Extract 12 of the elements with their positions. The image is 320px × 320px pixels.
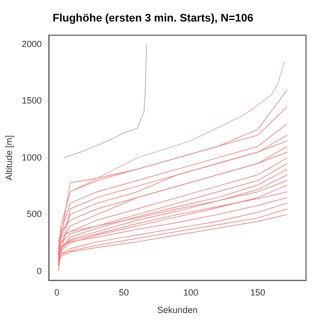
x-tick-label: 0 — [54, 287, 60, 298]
y-tick-label: 500 — [26, 209, 42, 220]
x-tick-label: 150 — [250, 287, 266, 298]
y-tick-label: 0 — [36, 266, 42, 276]
y-tick-label: 2000 — [22, 38, 42, 49]
chart-title: Flughöhe (ersten 3 min. Starts), N=106 — [52, 12, 254, 25]
x-tick-label: 50 — [118, 287, 129, 298]
x-axis-title: Sekunden — [157, 305, 198, 316]
y-tick-label: 1000 — [22, 152, 42, 162]
y-axis-title: Altitude [m] — [4, 135, 14, 180]
y-tick-label: 1500 — [22, 96, 42, 106]
x-tick-label: 100 — [183, 287, 198, 298]
